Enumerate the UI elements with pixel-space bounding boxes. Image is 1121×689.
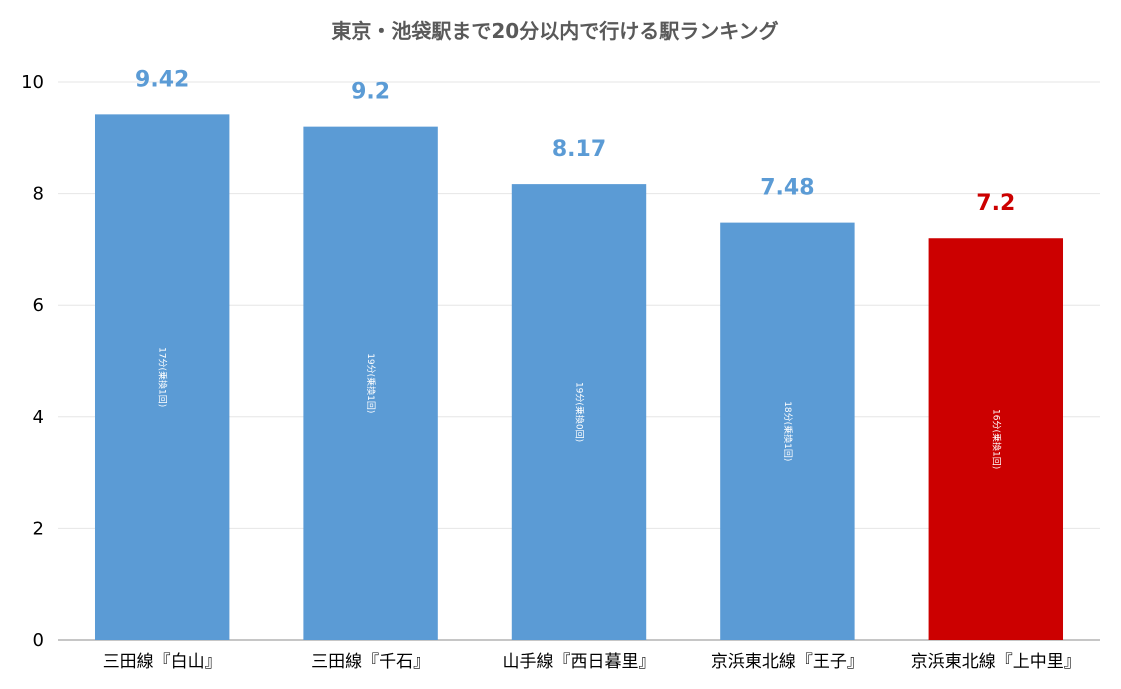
data-label: 9.42 [135, 67, 189, 92]
data-label: 9.2 [351, 80, 390, 105]
bar [94, 114, 230, 640]
x-tick-label: 三田線『千石』 [311, 652, 430, 672]
y-tick-label: 10 [21, 72, 44, 93]
bar-annotation: 17分(乗換1回) [157, 347, 169, 407]
x-tick-label: 京浜東北線『上中里』 [911, 652, 1081, 672]
bar-annotation: 19分(乗換0回) [574, 382, 586, 442]
labels-layer: 0 2 4 6 8 10 9.42 17分(乗換1回) 三田線『白山』 9.2 19分(乗換1回) 三… [21, 67, 1081, 672]
y-tick-label: 4 [33, 407, 44, 428]
bar [511, 184, 647, 640]
bar-annotation: 18分(乗換1回) [782, 401, 794, 461]
bar-annotation: 16分(乗換1回) [990, 409, 1002, 469]
x-tick-label: 京浜東北線『王子』 [711, 652, 864, 672]
data-label: 7.48 [760, 176, 814, 201]
y-tick-label: 8 [33, 184, 44, 205]
bar-annotation: 19分(乗換1回) [365, 353, 377, 413]
x-tick-label: 山手線『西日暮里』 [503, 652, 656, 672]
y-tick-label: 2 [33, 518, 44, 539]
y-tick-label: 6 [33, 295, 44, 316]
data-label: 8.17 [552, 137, 606, 162]
data-label: 7.2 [976, 191, 1015, 216]
bars-layer [94, 114, 1064, 641]
y-tick-label: 0 [33, 630, 44, 651]
x-tick-label: 三田線『白山』 [103, 652, 222, 672]
bar [928, 238, 1064, 641]
bar [720, 222, 855, 640]
chart-title: 東京・池袋駅まで20分以内で行ける駅ランキング [331, 19, 778, 43]
bar [303, 126, 438, 640]
